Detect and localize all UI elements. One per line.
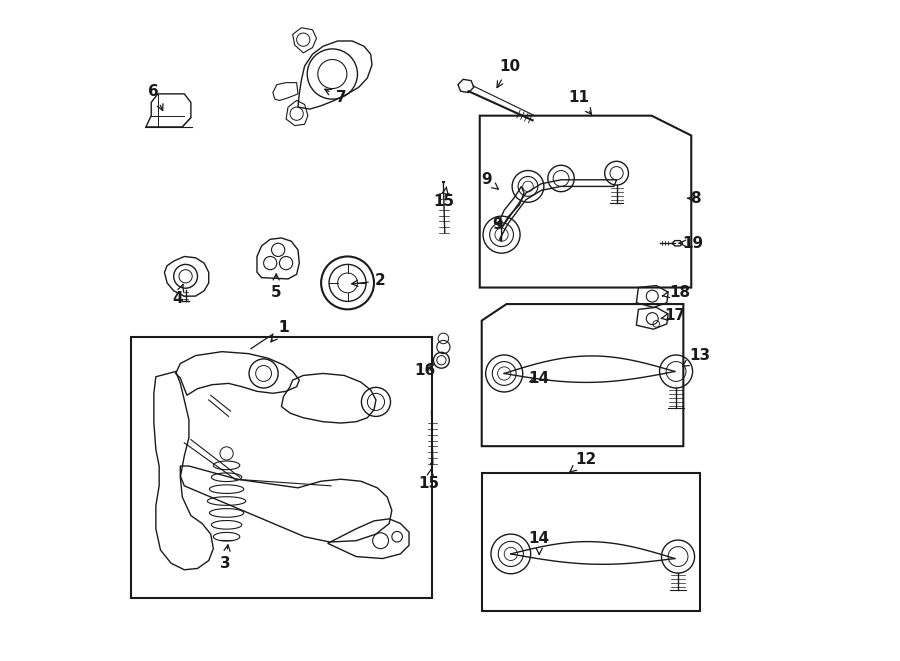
Text: 4: 4 [173, 284, 184, 306]
Text: 9: 9 [481, 173, 499, 189]
Text: 9: 9 [492, 217, 503, 232]
Text: 6: 6 [148, 84, 163, 110]
Text: 1: 1 [271, 320, 289, 342]
Text: 17: 17 [662, 309, 685, 323]
Text: 15: 15 [418, 469, 439, 491]
Text: 10: 10 [497, 59, 520, 88]
Text: 16: 16 [414, 363, 436, 377]
Bar [482, 473, 700, 611]
Text: 7: 7 [325, 89, 346, 105]
Bar [131, 337, 432, 598]
Text: 11: 11 [569, 91, 591, 114]
Text: 14: 14 [528, 371, 550, 385]
Text: 19: 19 [680, 236, 704, 251]
Text: 15: 15 [433, 187, 454, 209]
Text: 8: 8 [688, 191, 701, 206]
Text: 3: 3 [220, 545, 230, 570]
Text: 5: 5 [271, 274, 282, 299]
Text: 1: 1 [251, 320, 289, 349]
Text: 18: 18 [662, 285, 690, 299]
Text: 2: 2 [352, 274, 386, 288]
Text: 13: 13 [682, 348, 710, 366]
Text: 14: 14 [528, 531, 550, 555]
Text: 12: 12 [570, 452, 596, 473]
